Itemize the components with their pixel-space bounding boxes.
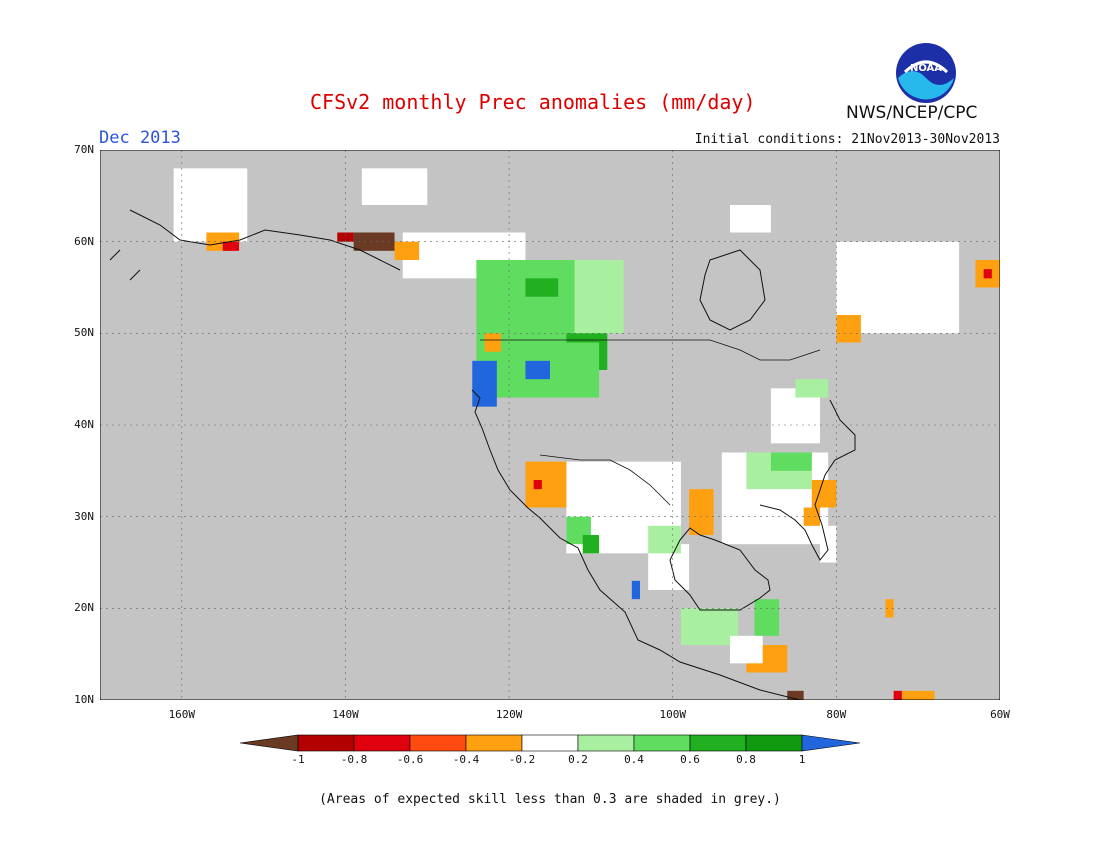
region-orange-venezuela (901, 690, 935, 700)
region-orange-quebec (836, 315, 861, 343)
colorbar-segment (297, 734, 355, 752)
region-red-alaska-south (222, 241, 240, 251)
colorbar-segment (633, 734, 691, 752)
region-darkgreen-sonora (582, 535, 600, 554)
region-white-canada-nw (361, 168, 428, 205)
lat-label: 20N (74, 601, 94, 615)
region-orange-texas (689, 489, 714, 535)
colorbar-segment (521, 734, 579, 752)
colorbar-min-triangle (240, 734, 299, 752)
colorbar-label: -0.6 (396, 753, 424, 766)
region-lightgreen-central-mexico (680, 608, 739, 645)
region-darkgreen-alberta (525, 278, 559, 297)
region-blue-idaho (525, 360, 550, 380)
colorbar-segment (465, 734, 523, 752)
region-lightgreen-mexico (648, 525, 681, 554)
lat-label: 60N (74, 234, 94, 248)
region-green-tennessee (770, 452, 812, 471)
lat-label: 70N (74, 143, 94, 156)
colorbar-label: -0.8 (340, 753, 368, 766)
canada-us-border (480, 339, 821, 361)
lon-label: 60W (990, 708, 1010, 721)
lon-label: 140W (332, 708, 359, 721)
region-green-yucatan (754, 599, 780, 636)
colorbar-label: -1 (291, 753, 305, 766)
lon-label: 120W (495, 708, 523, 721)
gridlines (100, 150, 1000, 700)
lon-label: 160W (168, 708, 196, 721)
aleutians (109, 249, 141, 281)
lat-label: 50N (74, 326, 94, 340)
region-orange-caribbean (885, 599, 894, 618)
region-orange-pnw-coast (484, 333, 501, 352)
colorbar-label: 1 (798, 753, 806, 766)
north-america-west-coast (471, 389, 801, 700)
colorbar-segment (745, 734, 803, 752)
region-lightgreen-great-lakes (795, 379, 829, 398)
alaska-coast (129, 209, 401, 271)
chart-title: CFSv2 monthly Prec anomalies (mm/day) (310, 90, 756, 114)
lon-label: 100W (659, 708, 686, 721)
region-white-central-america (730, 635, 763, 664)
region-orange-alaska-panhandle (394, 241, 420, 260)
lon-label: 80W (826, 708, 847, 721)
region-green-bc-alberta (476, 260, 575, 343)
region-red-labrador (983, 269, 992, 279)
region-brown-central-america (787, 690, 804, 700)
region-brown-alaska-panhandle (353, 232, 395, 251)
region-blue-oregon (472, 360, 497, 407)
mexico-us-border (539, 454, 671, 506)
region-white-alaska (173, 168, 248, 242)
agency-label: NWS/NCEP/CPC (846, 103, 978, 123)
colorbar-label: -0.4 (452, 753, 480, 766)
hudson-bay (699, 249, 766, 331)
colorbar-label: -0.2 (508, 753, 536, 766)
region-red-socal (533, 480, 542, 490)
region-white-hudson (730, 205, 771, 233)
colorbar-label: 0.8 (736, 753, 756, 766)
initial-conditions: Initial conditions: 21Nov2013-30Nov2013 (694, 132, 1000, 147)
lat-label: 30N (74, 509, 94, 523)
east-coast (759, 399, 856, 561)
us-borders (480, 339, 821, 506)
noaa-logo-text: NOAA (910, 63, 942, 74)
lat-label: 10N (74, 693, 94, 706)
region-red-venezuela (893, 690, 902, 700)
region-orange-socal (525, 461, 567, 508)
lat-label: 40N (74, 418, 94, 431)
coastlines (109, 209, 856, 700)
colorbar-segment (689, 734, 747, 752)
region-red-alaska-panhandle (337, 232, 354, 242)
colorbar-segment (353, 734, 411, 752)
colorbar-label: 0.6 (680, 753, 700, 766)
gulf-coast (669, 527, 771, 611)
region-orange-florida (803, 507, 820, 526)
skill-footnote: (Areas of expected skill less than 0.3 a… (319, 792, 781, 807)
anomaly-regions (173, 168, 1000, 700)
noaa-logo: NOAA (895, 42, 957, 104)
valid-month: Dec 2013 (99, 128, 181, 148)
colorbar (240, 734, 860, 752)
precip-anomaly-map (100, 150, 1000, 700)
colorbar-segment (577, 734, 635, 752)
colorbar-max-triangle (801, 734, 860, 752)
colorbar-segment (409, 734, 467, 752)
region-blue-mexico (631, 580, 640, 600)
colorbar-label: 0.4 (624, 753, 644, 766)
colorbar-label: 0.2 (568, 753, 588, 766)
